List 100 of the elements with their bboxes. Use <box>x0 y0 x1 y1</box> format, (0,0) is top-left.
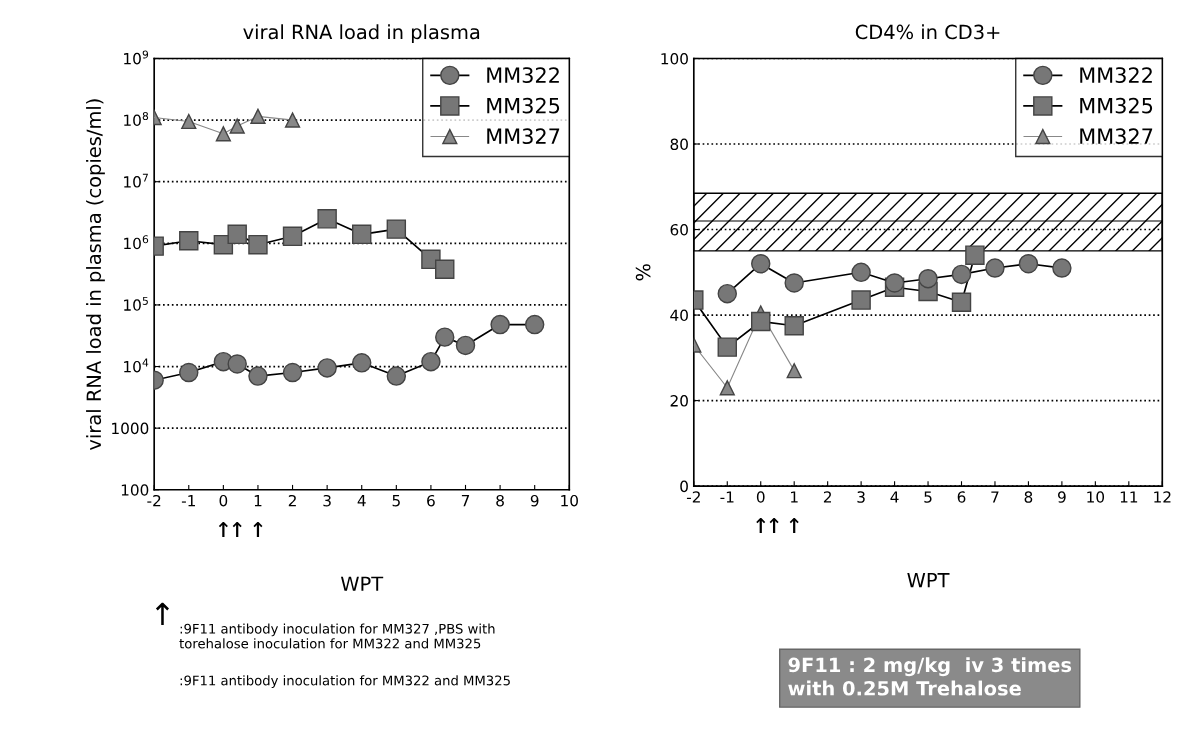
x-tick-label: 3 <box>323 494 331 507</box>
x-axis-title: WPT <box>340 576 384 591</box>
y-tick-label: 20 <box>670 395 688 407</box>
chart-title: CD4% in CD3+ <box>855 24 1000 40</box>
text: ↑ <box>756 518 766 534</box>
text: 9F11 : 2 mg/kg iv 3 times with 0.25M Trehalose <box>788 657 1072 696</box>
y-tick-label: 40 <box>670 309 688 322</box>
text: ↑ <box>232 521 242 537</box>
text: :9F11 antibody inoculation for MM327 ,PBS with torehalose inoculation for MM322 and MM325 <box>179 623 495 649</box>
point <box>985 258 1005 278</box>
point <box>179 231 199 251</box>
y-tick-label: 60 <box>670 224 688 236</box>
point <box>227 224 247 245</box>
legend-label: MM325 <box>1080 97 1153 114</box>
point <box>784 316 804 336</box>
text: ↑ <box>218 521 228 537</box>
x-tick-label: 7 <box>991 491 999 503</box>
y-tick-label: 10$^{7}$ <box>124 173 148 188</box>
point <box>215 126 232 142</box>
x-tick-label: 6 <box>427 494 435 507</box>
y-tick-label: 10$^{4}$ <box>124 358 149 373</box>
x-tick-label: 0 <box>756 491 765 503</box>
x-tick-label: 5 <box>392 495 400 507</box>
y-tick-label: 100 <box>661 52 688 65</box>
legend-label: MM327 <box>487 128 560 145</box>
legend-label: MM322 <box>1080 67 1152 83</box>
point <box>282 226 303 247</box>
point <box>284 112 301 128</box>
x-tick-label: 10 <box>1087 491 1105 503</box>
point <box>352 224 372 245</box>
point <box>227 354 247 374</box>
point <box>524 314 545 335</box>
point <box>717 337 737 357</box>
x-tick-label: 1 <box>791 491 798 503</box>
text: ↑ <box>769 518 779 534</box>
y-axis-title: % <box>635 264 651 281</box>
y-tick-label: 10$^{6}$ <box>124 235 149 250</box>
point <box>435 327 455 347</box>
x-tick-label: 10 <box>561 494 578 507</box>
x-tick-label: 9 <box>1058 491 1066 503</box>
x-tick-label: 11 <box>1120 491 1138 503</box>
point <box>435 259 455 279</box>
x-tick-label: 6 <box>957 491 966 503</box>
point <box>751 311 771 332</box>
point <box>719 380 735 396</box>
text: :9F11 antibody inoculation for MM322 and MM325 <box>180 675 510 688</box>
x-tick-label: 2 <box>823 491 831 503</box>
point <box>851 290 871 310</box>
point <box>229 118 245 134</box>
legend-label: MM327 <box>1080 128 1153 145</box>
x-axis-title: WPT <box>907 573 950 588</box>
x-tick-label: -1 <box>181 495 195 507</box>
text: ↑ <box>789 518 799 534</box>
x-tick-label: 4 <box>357 495 366 507</box>
point <box>918 268 938 289</box>
x-tick-label: -2 <box>147 494 161 507</box>
legend-label: MM325 <box>487 97 560 114</box>
point <box>786 363 802 379</box>
point <box>282 362 303 383</box>
x-tick-label: 8 <box>496 494 504 507</box>
point <box>352 353 372 373</box>
x-tick-label: 0 <box>219 494 228 507</box>
y-tick-label: 0 <box>680 480 688 493</box>
point <box>851 262 871 283</box>
x-tick-label: -1 <box>720 491 734 503</box>
point <box>179 362 199 383</box>
y-tick-label: 10$^{5}$ <box>124 296 148 311</box>
y-tick-label: 10$^{8}$ <box>124 111 149 126</box>
y-tick-label: 100 <box>121 484 149 496</box>
point <box>784 273 804 293</box>
y-tick-label: 1000 <box>112 422 149 435</box>
text: ↑ <box>155 602 169 626</box>
point <box>317 209 337 229</box>
point <box>248 234 268 255</box>
x-tick-label: 3 <box>857 491 865 503</box>
x-tick-label: 9 <box>530 494 539 507</box>
x-tick-label: 4 <box>890 491 899 503</box>
point <box>1052 258 1072 278</box>
legend-label: MM322 <box>487 67 559 83</box>
point <box>951 264 972 285</box>
chart-title: viral RNA load in plasma <box>243 24 480 44</box>
x-tick-label: 7 <box>461 495 470 507</box>
point <box>250 108 266 124</box>
x-tick-label: 5 <box>924 491 932 503</box>
point <box>951 292 972 312</box>
point <box>490 314 510 335</box>
point <box>455 335 476 356</box>
point <box>181 113 197 130</box>
point <box>751 254 771 274</box>
x-tick-label: 12 <box>1154 491 1171 503</box>
point <box>421 351 441 372</box>
x-tick-label: 2 <box>288 494 296 507</box>
point <box>965 245 985 265</box>
y-axis-title: viral RNA load in plasma (copies/ml) <box>86 99 105 450</box>
text: ↑ <box>253 521 263 537</box>
point <box>1018 254 1039 274</box>
point <box>386 219 407 239</box>
x-tick-label: 8 <box>1024 491 1033 503</box>
point <box>717 283 737 304</box>
y-tick-label: 10$^{9}$ <box>124 50 149 65</box>
